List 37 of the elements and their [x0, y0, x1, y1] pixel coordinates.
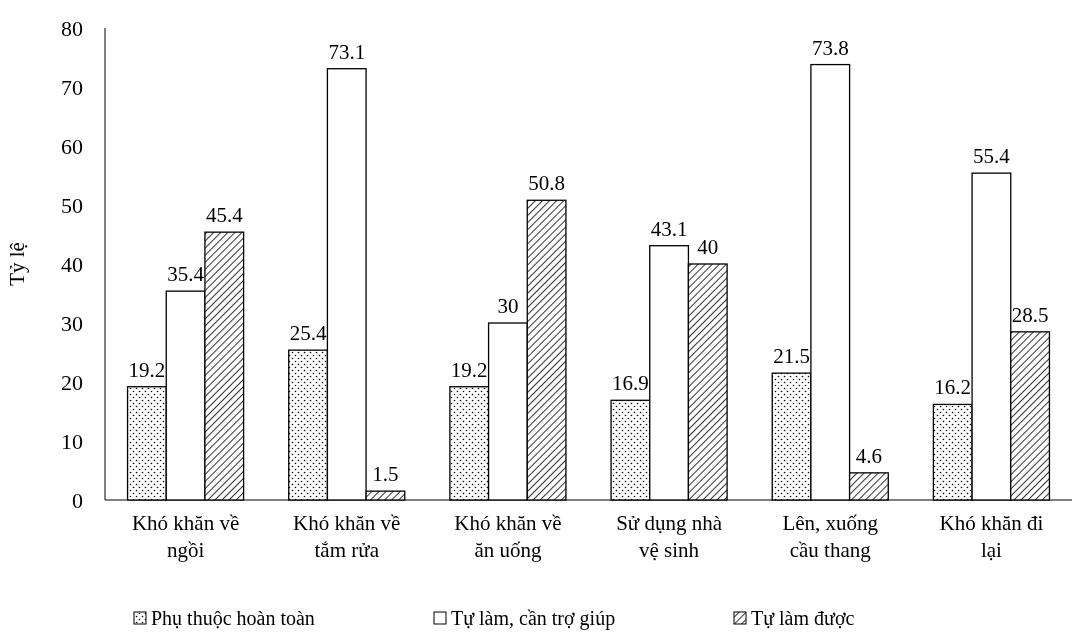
y-tick-label: 30 — [61, 310, 83, 336]
data-label: 35.4 — [167, 262, 205, 287]
legend-label: Tự làm được — [751, 607, 855, 629]
data-label: 40 — [697, 235, 719, 259]
data-label: 19.2 — [450, 357, 488, 382]
data-label: 28.5 — [1011, 302, 1049, 327]
data-label: 16.9 — [612, 371, 649, 396]
legend-label: Tự làm, cần trợ giúp — [451, 607, 616, 630]
x-tick-label: Khó khăn về tắm rửa — [293, 511, 401, 562]
data-label: 1.5 — [372, 462, 399, 487]
data-label: 43.1 — [650, 216, 688, 241]
data-label: 55.4 — [973, 144, 1011, 169]
data-label: 4.6 — [855, 443, 883, 468]
x-tick-label: Sử dụng nhà vệ sinh — [616, 511, 723, 562]
x-tick-label: Khó khăn về ngồi — [131, 511, 240, 562]
y-tick-label: 10 — [61, 428, 83, 454]
data-label: 30 — [497, 294, 519, 318]
x-tick-label: Khó khăn về ăn uống — [454, 511, 562, 562]
y-tick-label: 80 — [61, 15, 83, 41]
y-tick-label: 20 — [61, 369, 83, 395]
x-tick-label: Lên, xuống cầu thang — [782, 511, 879, 562]
data-label: 50.8 — [528, 171, 565, 196]
data-label: 73.8 — [811, 35, 849, 60]
data-label: 21.5 — [773, 344, 810, 369]
data-label: 45.4 — [205, 203, 244, 228]
y-axis-title: Tỷ lệ — [5, 242, 29, 286]
data-label: 16.2 — [934, 375, 972, 400]
y-tick-label: 40 — [61, 251, 83, 277]
data-label: 19.2 — [128, 357, 166, 382]
x-tick-label: Khó khăn đi lại — [939, 511, 1044, 562]
y-tick-label: 70 — [61, 74, 83, 100]
legend-label: Phụ thuộc hoàn toàn — [151, 607, 315, 629]
y-tick-label: 0 — [72, 487, 83, 513]
y-tick-label: 50 — [61, 192, 83, 218]
data-label: 25.4 — [289, 321, 327, 346]
data-label: 73.1 — [328, 39, 366, 64]
y-tick-label: 60 — [61, 133, 83, 159]
